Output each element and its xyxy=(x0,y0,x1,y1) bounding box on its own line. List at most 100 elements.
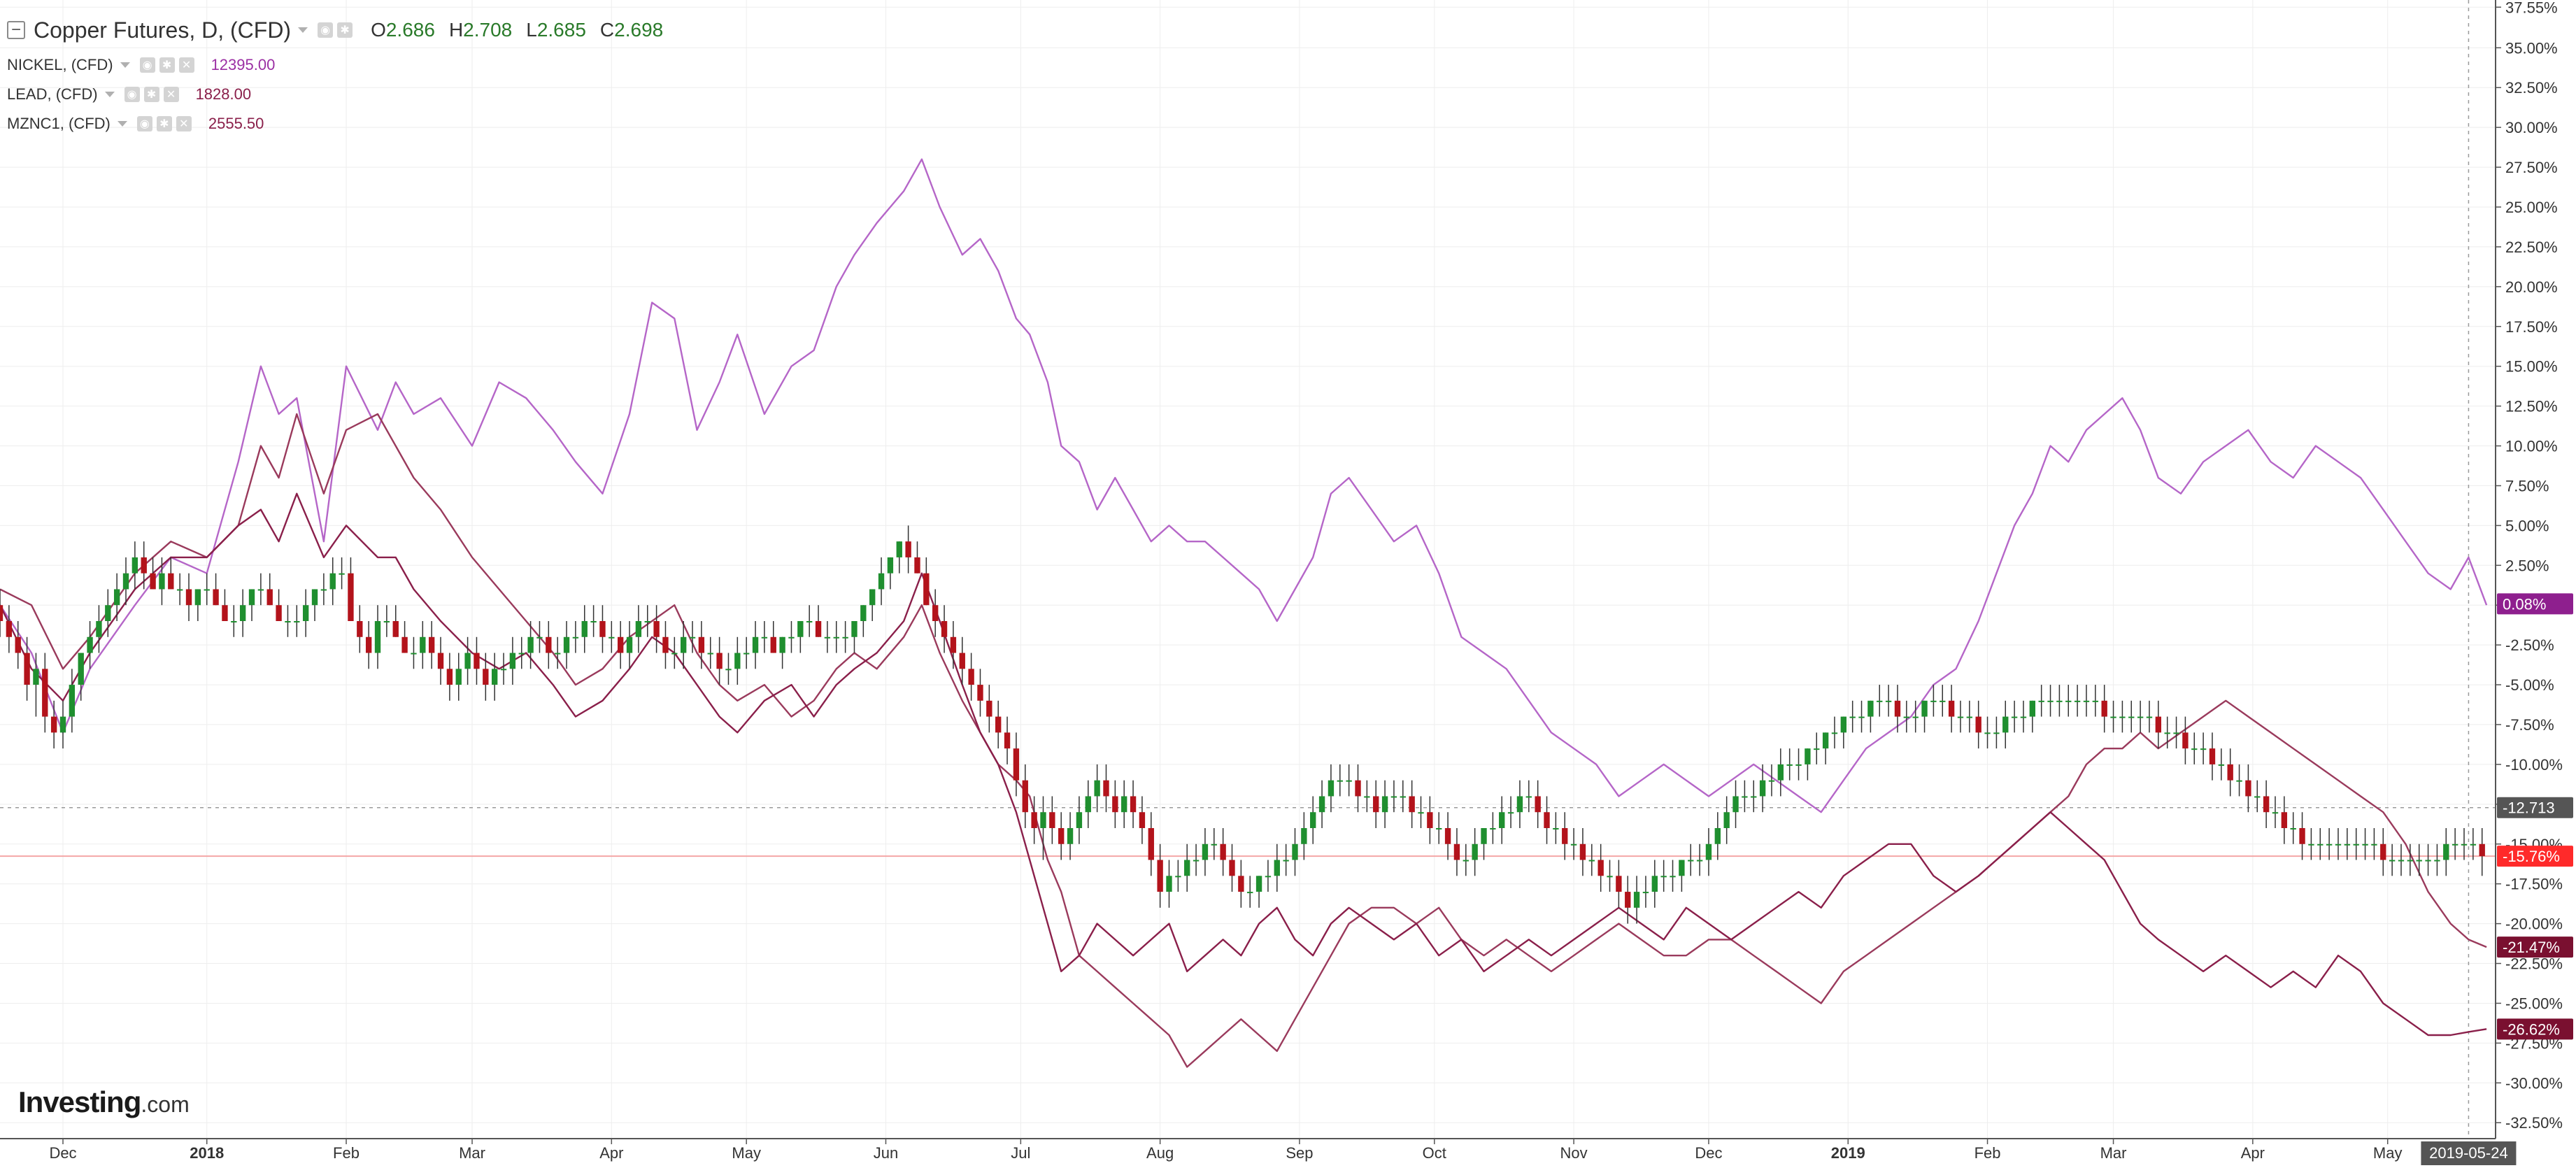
candle[interactable] xyxy=(1175,860,1181,892)
candle[interactable] xyxy=(707,636,713,669)
candle[interactable] xyxy=(518,636,525,669)
candle[interactable] xyxy=(2470,828,2477,860)
candle[interactable] xyxy=(239,589,246,637)
candle[interactable] xyxy=(213,573,219,606)
candle[interactable] xyxy=(1004,716,1011,764)
candle[interactable] xyxy=(464,636,471,685)
candle[interactable] xyxy=(1490,812,1496,844)
candle[interactable] xyxy=(1121,780,1127,828)
candle[interactable] xyxy=(725,653,732,685)
candle[interactable] xyxy=(1597,843,1604,892)
candle[interactable] xyxy=(1499,796,1505,844)
eye-icon[interactable]: ◉ xyxy=(139,57,155,73)
candle[interactable] xyxy=(2164,716,2170,749)
candle[interactable] xyxy=(1525,780,1532,813)
candle[interactable] xyxy=(294,605,300,637)
candle[interactable] xyxy=(842,621,848,653)
candle[interactable] xyxy=(1112,780,1118,828)
candle[interactable] xyxy=(2425,843,2431,876)
candle[interactable] xyxy=(428,621,435,669)
candle[interactable] xyxy=(698,621,705,669)
candle[interactable] xyxy=(1805,748,1811,781)
candle[interactable] xyxy=(1229,843,1235,892)
candle[interactable] xyxy=(1625,876,1631,924)
candle[interactable] xyxy=(276,589,282,621)
candle[interactable] xyxy=(1831,716,1838,749)
candle[interactable] xyxy=(887,557,894,590)
candle[interactable] xyxy=(33,653,39,717)
candle[interactable] xyxy=(1381,780,1388,828)
candle[interactable] xyxy=(609,621,615,653)
candle[interactable] xyxy=(231,605,237,637)
candle[interactable] xyxy=(1877,685,1883,717)
candle[interactable] xyxy=(141,541,147,590)
candle[interactable] xyxy=(1975,700,1981,749)
chevron-down-icon[interactable] xyxy=(104,92,115,97)
candle[interactable] xyxy=(2317,828,2324,860)
candle[interactable] xyxy=(500,653,507,685)
candle[interactable] xyxy=(546,621,552,669)
candle[interactable] xyxy=(1570,828,1577,860)
candle[interactable] xyxy=(1076,796,1083,844)
candle[interactable] xyxy=(1714,812,1721,860)
candle[interactable] xyxy=(1481,828,1487,860)
candle[interactable] xyxy=(1103,764,1109,813)
candle[interactable] xyxy=(2200,732,2207,764)
candle[interactable] xyxy=(1894,685,1901,733)
candle[interactable] xyxy=(2047,685,2054,717)
chevron-down-icon[interactable] xyxy=(117,121,127,127)
candle[interactable] xyxy=(455,653,462,701)
candle[interactable] xyxy=(554,636,561,669)
candle[interactable] xyxy=(1688,843,1694,876)
candle[interactable] xyxy=(1768,764,1775,797)
candle[interactable] xyxy=(1283,843,1289,876)
candle[interactable] xyxy=(1085,780,1091,828)
candle[interactable] xyxy=(1723,796,1730,844)
candle[interactable] xyxy=(2110,700,2116,733)
candle[interactable] xyxy=(1607,860,1613,892)
candle[interactable] xyxy=(563,621,570,669)
candle[interactable] xyxy=(1130,780,1137,828)
candle[interactable] xyxy=(1292,828,1298,876)
candle[interactable] xyxy=(1885,685,1892,717)
candle[interactable] xyxy=(320,573,327,606)
candle[interactable] xyxy=(860,605,867,637)
candle[interactable] xyxy=(1507,796,1514,828)
candle[interactable] xyxy=(1265,860,1272,892)
candle[interactable] xyxy=(2263,780,2270,828)
candle[interactable] xyxy=(590,605,597,637)
candle[interactable] xyxy=(2236,764,2242,797)
candle[interactable] xyxy=(1966,700,1973,733)
candle[interactable] xyxy=(2065,685,2072,717)
candle[interactable] xyxy=(2128,700,2135,733)
candle[interactable] xyxy=(2254,780,2261,813)
candle[interactable] xyxy=(2389,843,2396,876)
candle[interactable] xyxy=(1822,732,1829,764)
candle[interactable] xyxy=(2335,828,2342,860)
candle[interactable] xyxy=(411,636,417,669)
candle[interactable] xyxy=(635,605,642,653)
candle[interactable] xyxy=(2344,828,2351,860)
candle[interactable] xyxy=(1463,843,1469,876)
candle[interactable] xyxy=(1427,796,1433,844)
candle[interactable] xyxy=(1166,860,1172,908)
candle[interactable] xyxy=(977,669,983,717)
candle[interactable] xyxy=(1786,748,1793,781)
candle[interactable] xyxy=(761,621,768,653)
candle[interactable] xyxy=(2002,700,2009,749)
candle[interactable] xyxy=(2371,828,2377,860)
candle[interactable] xyxy=(779,636,785,669)
chevron-down-icon[interactable] xyxy=(298,27,308,33)
candle[interactable] xyxy=(1535,780,1541,828)
candle[interactable] xyxy=(1912,700,1919,733)
close-icon[interactable]: ✕ xyxy=(163,87,179,102)
candle[interactable] xyxy=(1301,812,1307,860)
candle[interactable] xyxy=(752,621,759,669)
candle[interactable] xyxy=(644,605,650,637)
candle[interactable] xyxy=(1094,764,1100,813)
candle[interactable] xyxy=(878,557,885,606)
collapse-legend-icon[interactable]: − xyxy=(7,21,25,39)
candle[interactable] xyxy=(2209,732,2216,781)
candle[interactable] xyxy=(743,636,750,669)
candle[interactable] xyxy=(1633,876,1640,924)
